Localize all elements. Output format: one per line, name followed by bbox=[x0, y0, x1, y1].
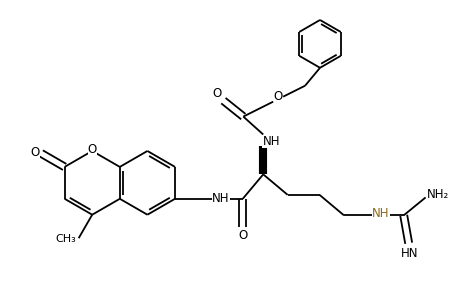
Text: NH: NH bbox=[212, 192, 230, 205]
Text: O: O bbox=[238, 229, 248, 242]
Text: O: O bbox=[213, 87, 222, 100]
Text: NH₂: NH₂ bbox=[427, 188, 449, 201]
Text: O: O bbox=[31, 146, 40, 159]
Text: HN: HN bbox=[401, 247, 418, 260]
Text: CH₃: CH₃ bbox=[55, 234, 76, 244]
Text: NH: NH bbox=[372, 207, 390, 220]
Text: NH: NH bbox=[262, 135, 280, 148]
Text: O: O bbox=[88, 143, 97, 156]
Text: O: O bbox=[274, 90, 283, 103]
